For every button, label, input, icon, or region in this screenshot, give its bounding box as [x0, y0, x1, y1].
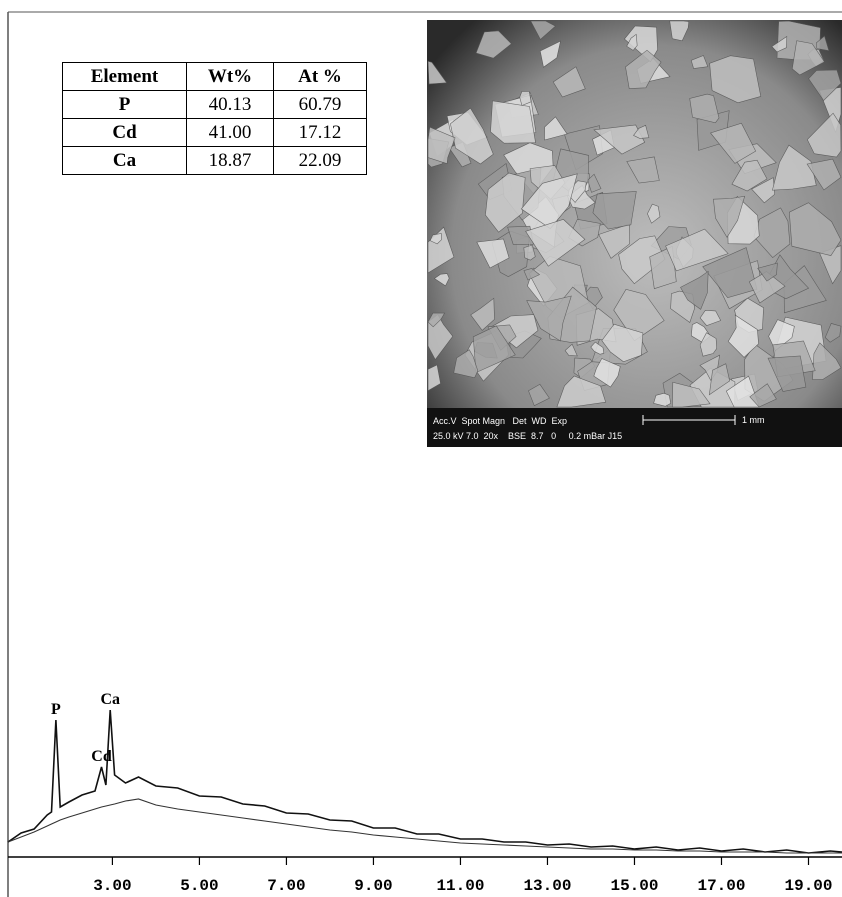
- value-cell: 22.09: [274, 147, 367, 175]
- peak-label: Cd: [91, 748, 112, 765]
- peak-label: P: [51, 701, 61, 718]
- x-tick-label: 13.00: [523, 877, 571, 895]
- value-cell: 17.12: [274, 119, 367, 147]
- x-tick-label: 17.00: [697, 877, 745, 895]
- value-cell: 41.00: [187, 119, 274, 147]
- value-cell: 18.87: [187, 147, 274, 175]
- element-cell: Ca: [63, 147, 187, 175]
- table-header: Element Wt% At %: [63, 63, 367, 91]
- x-tick-label: 3.00: [93, 877, 131, 895]
- element-cell: Cd: [63, 119, 187, 147]
- header-cell: Wt%: [187, 63, 274, 91]
- table-row: P 40.13 60.79: [63, 91, 367, 119]
- x-tick-label: 11.00: [436, 877, 484, 895]
- table-row: Cd 41.00 17.12: [63, 119, 367, 147]
- sem-info-line: Acc.V Spot Magn Det WD Exp: [433, 416, 567, 426]
- scale-label: 1 mm: [742, 415, 765, 425]
- table-row: Ca 18.87 22.09: [63, 147, 367, 175]
- element-cell: P: [63, 91, 187, 119]
- x-tick-label: 5.00: [180, 877, 218, 895]
- x-tick-label: 9.00: [354, 877, 392, 895]
- sem-info-line: 25.0 kV 7.0 20x BSE 8.7 0 0.2 mBar J15: [433, 431, 622, 441]
- composition-table: Element Wt% At % P 40.13 60.79 Cd 41.00 …: [62, 62, 367, 175]
- background-line: [8, 799, 842, 853]
- spectrum-line: [8, 710, 842, 853]
- sem-image: Acc.V Spot Magn Det WD Exp 25.0 kV 7.0 2…: [427, 20, 842, 447]
- rock-fragment: [491, 101, 536, 143]
- header-cell: Element: [63, 63, 187, 91]
- x-tick-label: 19.00: [784, 877, 832, 895]
- header-cell: At %: [274, 63, 367, 91]
- peak-label: Ca: [100, 691, 120, 708]
- value-cell: 60.79: [274, 91, 367, 119]
- x-tick-label: 15.00: [610, 877, 658, 895]
- value-cell: 40.13: [187, 91, 274, 119]
- sem-info-bar: [427, 408, 842, 447]
- x-tick-label: 7.00: [267, 877, 305, 895]
- figure: Acc.V Spot Magn Det WD Exp 25.0 kV 7.0 2…: [0, 0, 842, 897]
